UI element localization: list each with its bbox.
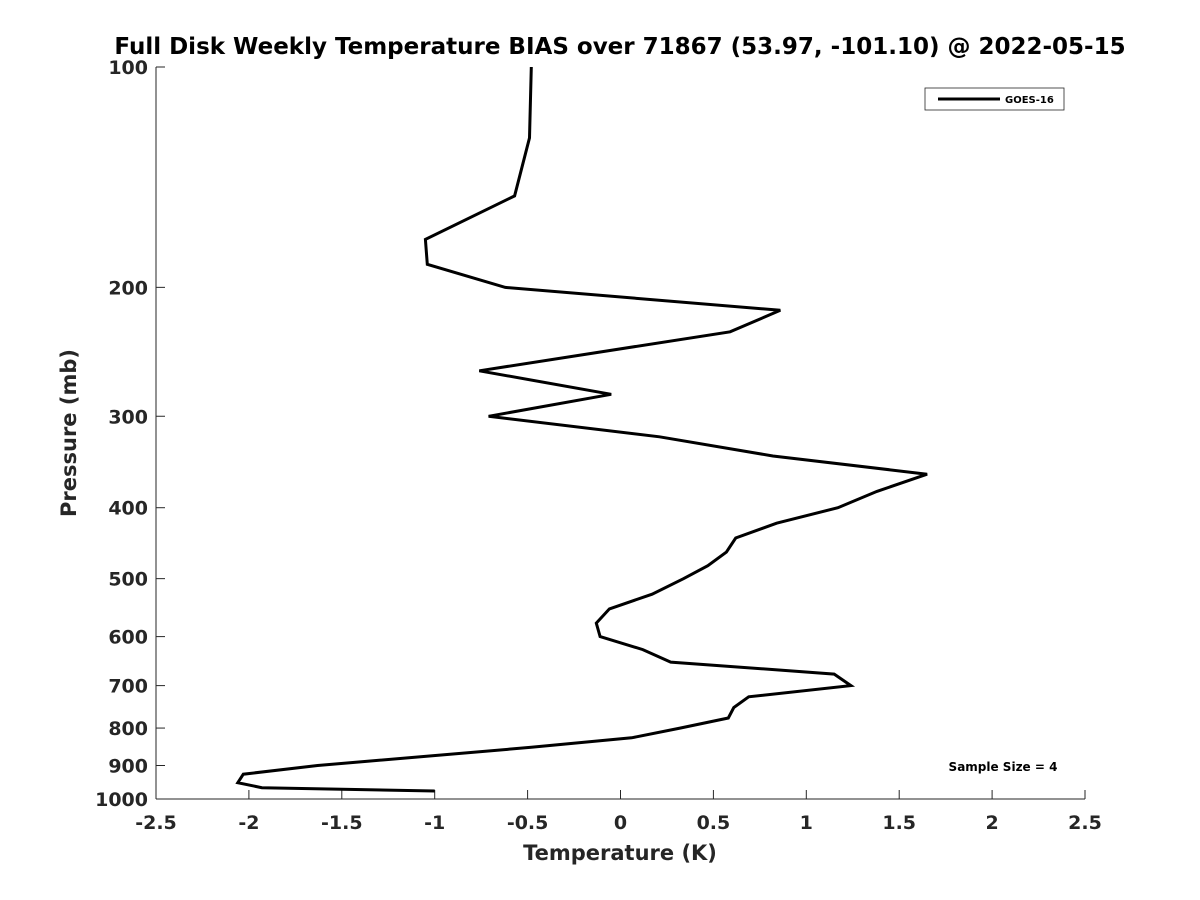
legend: GOES-16: [924, 87, 1065, 111]
x-tick-label: 0: [614, 812, 627, 834]
y-tick-label: 100: [108, 57, 148, 79]
x-tick-label: -1.5: [321, 812, 363, 834]
x-tick-label: -1: [424, 812, 445, 834]
y-tick-label: 300: [108, 406, 148, 428]
y-axis-label: Pressure (mb): [57, 349, 81, 517]
x-tick-label: 2: [985, 812, 998, 834]
x-tick-label: -0.5: [507, 812, 549, 834]
x-ticks: -2.5 -2 -1.5 -1 -0.5 0 0.5 1 1.5 2 2.5: [135, 790, 1102, 834]
x-tick-label: 1.5: [882, 812, 916, 834]
chart-title: Full Disk Weekly Temperature BIAS over 7…: [114, 34, 1125, 60]
x-tick-label: -2: [238, 812, 259, 834]
y-tick-label: 1000: [95, 789, 148, 811]
legend-entry-goes-16: GOES-16: [1005, 95, 1054, 106]
series-line-goes-16: [235, 66, 928, 793]
y-tick-label: 700: [108, 676, 148, 698]
y-tick-label: 900: [108, 756, 148, 778]
x-tick-label: 1: [800, 812, 813, 834]
y-tick-label: 200: [108, 277, 148, 299]
y-tick-label: 500: [108, 569, 148, 591]
sample-size-annotation: Sample Size = 4: [949, 760, 1058, 774]
x-tick-label: -2.5: [135, 812, 177, 834]
y-tick-label: 600: [108, 627, 148, 649]
x-tick-label: 0.5: [697, 812, 731, 834]
y-tick-label: 400: [108, 498, 148, 520]
series-group: [235, 66, 928, 793]
y-ticks: 100 200 300 400 500 600 700 800 900 1000: [95, 57, 165, 811]
x-tick-label: 2.5: [1068, 812, 1102, 834]
y-tick-label: 800: [108, 718, 148, 740]
x-axis-label: Temperature (K): [523, 841, 717, 865]
